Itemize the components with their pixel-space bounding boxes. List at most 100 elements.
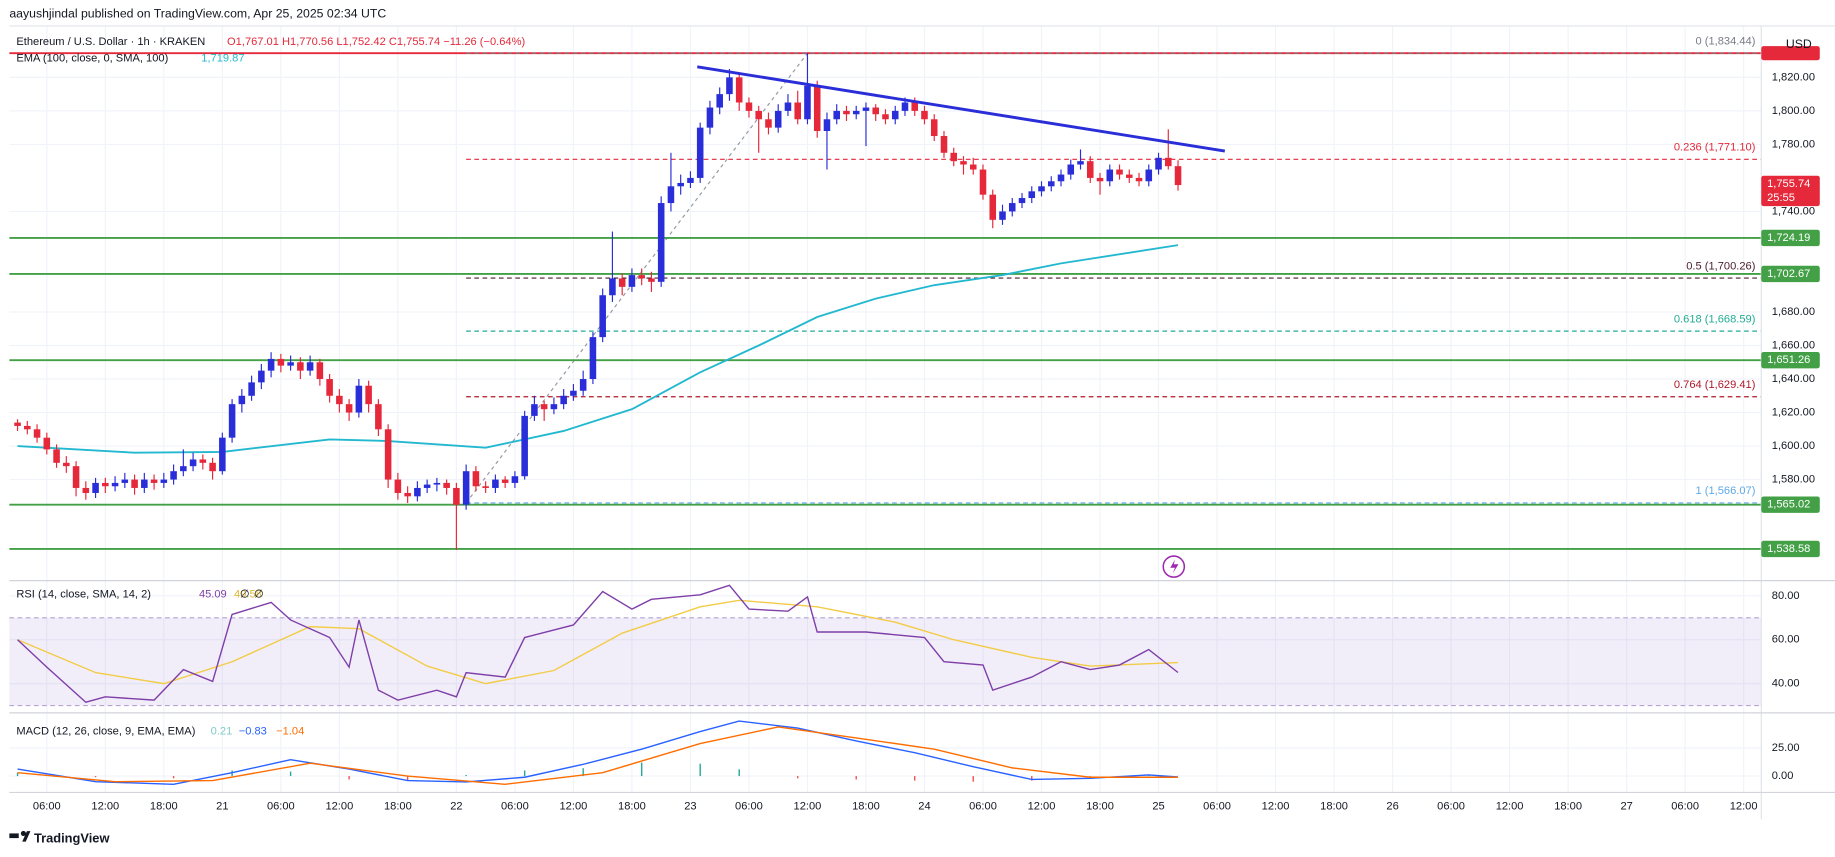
- candle-body: [511, 476, 519, 483]
- candle-body: [219, 437, 226, 472]
- candle-body: [921, 110, 928, 120]
- candle-body: [745, 102, 753, 111]
- candle-body: [677, 182, 684, 187]
- candle-body: [72, 466, 80, 488]
- rsi-legend: RSI (14, close, SMA, 14, 2): [16, 589, 151, 601]
- candle-body: [92, 482, 99, 493]
- candle-body: [453, 487, 460, 505]
- x-tick-label: 24: [918, 800, 930, 812]
- candle-body: [394, 479, 402, 493]
- x-tick-label: 12:00: [1496, 800, 1524, 812]
- candle-body: [823, 119, 831, 131]
- candle-body: [414, 487, 421, 497]
- candle-body: [706, 107, 714, 128]
- macd-legend: MACD (12, 26, close, 9, EMA, EMA): [16, 726, 195, 738]
- ohlc-legend: O1,767.01 H1,770.56 L1,752.42 C1,755.74 …: [227, 36, 525, 48]
- candle-body: [53, 449, 60, 463]
- candle-body: [1028, 191, 1036, 199]
- candle-body: [375, 404, 382, 430]
- axes: 06:00 12:00 18:00 21 06:00 12:00 18:00 22 06:00 1…: [33, 46, 1820, 812]
- candle-body: [160, 479, 168, 483]
- y-tick-label: 1,640.00: [1772, 373, 1815, 385]
- candle-body: [297, 362, 304, 371]
- candle-body: [999, 211, 1006, 220]
- y-tick-label: 1,600.00: [1772, 440, 1815, 452]
- candle-body: [492, 479, 499, 488]
- x-tick-label: 12:00: [794, 800, 822, 812]
- logo: [9, 830, 31, 842]
- candle-body: [843, 110, 850, 115]
- x-tick-label: 18:00: [1320, 800, 1348, 812]
- candle-body: [141, 479, 148, 488]
- resistance-box: [1761, 46, 1820, 61]
- macd-signal-value: −1.04: [276, 726, 304, 738]
- level-label-box: [1761, 351, 1820, 369]
- candle-body: [209, 462, 216, 472]
- candle-body: [1106, 169, 1114, 182]
- last-price-box: [1761, 175, 1820, 207]
- y-tick-label: 1,800.00: [1772, 105, 1815, 117]
- candle-body: [882, 114, 889, 120]
- level-label: 1,702.67: [1767, 268, 1810, 280]
- candle-body: [111, 482, 119, 487]
- x-tick-label: 12:00: [560, 800, 588, 812]
- candle-body: [531, 404, 538, 416]
- candle-body: [969, 164, 977, 170]
- rsi-signal-value: 49.58: [234, 589, 262, 601]
- candle-body: [355, 385, 363, 413]
- candle-body: [433, 482, 441, 485]
- candle-body: [423, 484, 431, 488]
- candle-body: [618, 278, 626, 287]
- candle-body: [755, 110, 762, 120]
- candle-body: [1125, 174, 1133, 178]
- candle-body: [121, 479, 129, 483]
- fib-label: 0 (1,834.44): [1695, 35, 1755, 47]
- candle-body: [24, 425, 31, 430]
- candle-body: [443, 482, 450, 488]
- candle-body: [1067, 164, 1075, 175]
- rsi-line: [17, 584, 1179, 704]
- plot: 0 (1,834.44) 0.236 (1,771.10) 0.5 (1,700.2…: [9, 35, 1762, 785]
- rsi-signal: [17, 599, 1179, 685]
- x-tick-label: 22: [450, 800, 462, 812]
- rsi-tick-label: 60.00: [1772, 634, 1800, 646]
- level-label-box: [1761, 540, 1820, 558]
- candle-body: [277, 358, 285, 366]
- candle-body: [560, 395, 567, 405]
- candle-body: [228, 404, 236, 438]
- x-tick-label: 06:00: [501, 800, 529, 812]
- candle-body: [150, 479, 158, 483]
- x-tick-label: 26: [1386, 800, 1398, 812]
- candle-body: [1057, 174, 1065, 182]
- y-tick-label: 1,680.00: [1772, 306, 1815, 318]
- candle-body: [326, 379, 333, 396]
- level-label-box: [1761, 496, 1820, 513]
- candle-body: [911, 102, 919, 111]
- level-label: 1,724.19: [1767, 232, 1810, 244]
- candle-body: [813, 85, 821, 131]
- candle-body: [628, 275, 636, 287]
- x-tick-label: 12:00: [325, 800, 353, 812]
- candle-body: [1174, 166, 1182, 186]
- candle-body: [345, 404, 353, 413]
- candle-body: [960, 161, 967, 165]
- fib-label: 0.5 (1,700.26): [1686, 260, 1755, 272]
- candle-body: [248, 382, 255, 396]
- candle-body: [404, 492, 411, 497]
- countdown: 25:55: [1767, 192, 1795, 204]
- replay-icon[interactable]: [1162, 555, 1186, 578]
- candle-body: [940, 136, 948, 153]
- y-tick-label: 1,580.00: [1772, 474, 1815, 486]
- candle-body: [804, 85, 811, 120]
- candle-body: [609, 278, 616, 296]
- brand: TradingView: [34, 831, 111, 846]
- rsi-band: [9, 617, 1762, 706]
- candle-body: [287, 362, 294, 366]
- candle-body: [336, 395, 343, 405]
- candle-body: [82, 487, 90, 493]
- fib-label: 1 (1,566.07): [1695, 485, 1755, 497]
- rsi-tick-label: 40.00: [1772, 678, 1800, 690]
- level-label-box: [1761, 265, 1820, 283]
